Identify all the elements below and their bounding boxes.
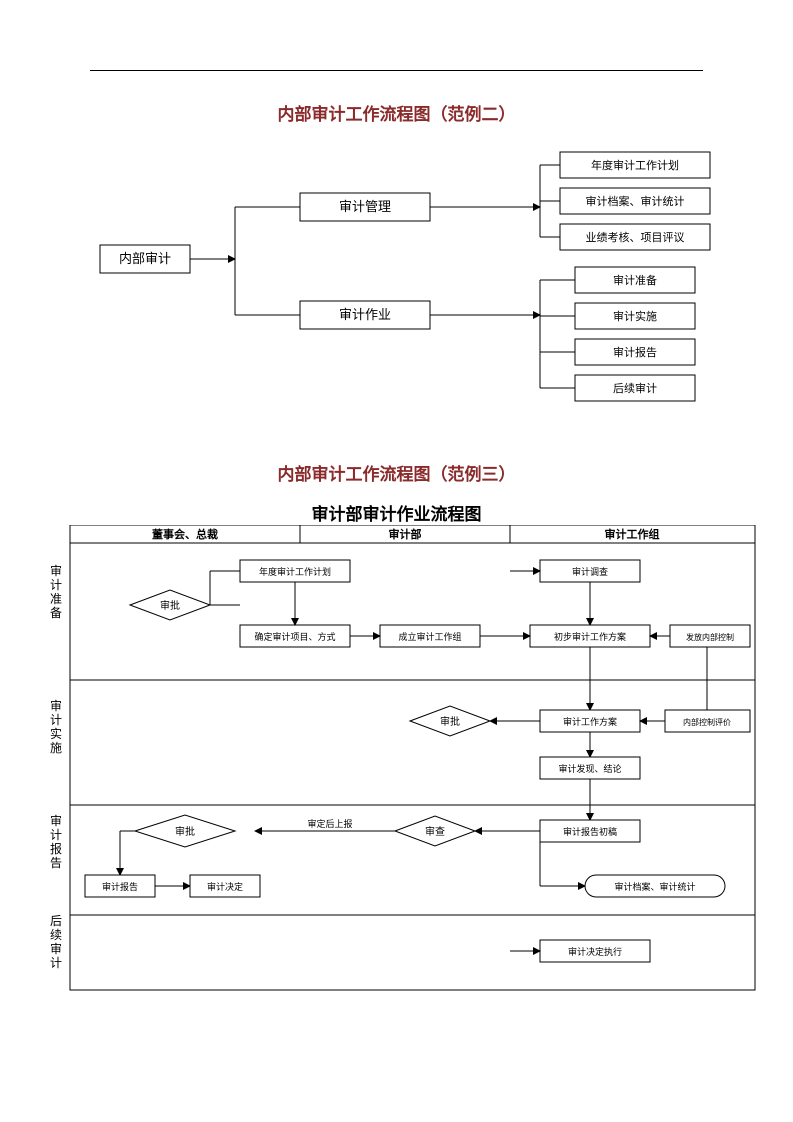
diagram-top: 内部审计 审计管理 年度审计工作计划 审计档案、审计统计 业绩考核、项目评议 审… — [0, 140, 793, 420]
svg-text:确定审计项目、方式: 确定审计项目、方式 — [254, 631, 335, 642]
node-approve3: 审批 — [135, 815, 235, 847]
svg-text:审计决定执行: 审计决定执行 — [568, 946, 622, 957]
node-iceval: 内部控制评价 — [665, 710, 750, 732]
svg-text:审批: 审批 — [175, 825, 195, 838]
top-rule — [90, 70, 703, 71]
label-upload: 审定后上报 — [307, 818, 352, 829]
svg-text:审计工作方案: 审计工作方案 — [563, 716, 617, 727]
svg-text:审批: 审批 — [440, 715, 460, 728]
svg-text:发放内部控制: 发放内部控制 — [686, 632, 734, 642]
diagram-swimlane: 董事会、总裁 审计部 审计工作组 审计准备 审计实施 审计报告 后续审计 审批 … — [40, 525, 760, 995]
svg-text:审计报告: 审计报告 — [613, 345, 657, 359]
node-review: 审查 — [395, 816, 475, 846]
node-archive: 审计档案、审计统计 — [585, 875, 725, 897]
svg-text:审计档案、审计统计: 审计档案、审计统计 — [614, 881, 695, 892]
svg-text:审计作业: 审计作业 — [339, 307, 391, 322]
node-root: 内部审计 — [100, 245, 190, 273]
node-draft: 审计报告初稿 — [540, 820, 640, 842]
svg-text:审计部: 审计部 — [389, 527, 422, 541]
svg-text:后续审计: 后续审计 — [613, 381, 657, 395]
node-branch-1: 审计作业 — [300, 301, 430, 329]
svg-text:年度审计工作计划: 年度审计工作计划 — [259, 566, 331, 577]
svg-text:审查: 审查 — [425, 825, 445, 838]
row-label-2: 审计报告 — [50, 813, 62, 870]
subtitle: 审计部审计作业流程图 — [0, 500, 793, 525]
node-yearplan: 年度审计工作计划 — [240, 560, 350, 582]
svg-text:审计工作组: 审计工作组 — [605, 527, 660, 541]
svg-text:审计决定: 审计决定 — [207, 881, 243, 892]
row-label-0: 审计准备 — [50, 563, 62, 620]
svg-text:内部审计: 内部审计 — [119, 251, 171, 266]
svg-text:初步审计工作方案: 初步审计工作方案 — [554, 631, 626, 642]
node-decision: 审计决定 — [190, 875, 260, 897]
node-team: 成立审计工作组 — [380, 625, 480, 647]
row-label-3: 后续审计 — [50, 914, 62, 970]
node-findings: 审计发现、结论 — [540, 757, 640, 779]
node-initplan: 初步审计工作方案 — [530, 625, 650, 647]
svg-text:业绩考核、项目评议: 业绩考核、项目评议 — [586, 230, 685, 244]
svg-text:董事会、总裁: 董事会、总裁 — [152, 527, 218, 541]
node-survey: 审计调查 — [540, 560, 640, 582]
svg-text:审计准备: 审计准备 — [613, 273, 657, 287]
node-approve2: 审批 — [410, 706, 490, 736]
node-icsurvey: 发放内部控制 — [670, 625, 750, 647]
svg-text:审计调查: 审计调查 — [572, 566, 608, 577]
node-confirm: 确定审计项目、方式 — [240, 625, 350, 647]
row-labels: 审计准备 审计实施 审计报告 后续审计 — [50, 563, 62, 970]
title-1: 内部审计工作流程图（范例二） — [0, 100, 793, 125]
node-followup: 审计决定执行 — [540, 940, 650, 962]
node-approve1: 审批 — [130, 590, 210, 620]
page: 内部审计工作流程图（范例二） 内部审计 审计管理 年度审计工作计划 审计档案、审… — [0, 0, 793, 1122]
svg-text:年度审计工作计划: 年度审计工作计划 — [591, 158, 679, 172]
list-branch1: 审计准备 审计实施 审计报告 后续审计 — [540, 267, 695, 401]
svg-text:审计发现、结论: 审计发现、结论 — [558, 763, 621, 774]
list-branch0: 年度审计工作计划 审计档案、审计统计 业绩考核、项目评议 — [540, 152, 710, 250]
row-label-1: 审计实施 — [50, 698, 62, 755]
svg-text:内部控制评价: 内部控制评价 — [683, 717, 731, 727]
svg-text:审计报告: 审计报告 — [102, 881, 138, 892]
node-report: 审计报告 — [85, 875, 155, 897]
svg-text:审计报告初稿: 审计报告初稿 — [563, 826, 617, 837]
svg-text:审计管理: 审计管理 — [339, 199, 391, 214]
svg-text:审批: 审批 — [160, 599, 180, 612]
node-branch-0: 审计管理 — [300, 193, 430, 221]
svg-text:审计档案、审计统计: 审计档案、审计统计 — [586, 194, 685, 208]
svg-text:审计实施: 审计实施 — [613, 309, 657, 323]
node-workplan: 审计工作方案 — [540, 710, 640, 732]
svg-text:成立审计工作组: 成立审计工作组 — [398, 631, 461, 642]
title-2: 内部审计工作流程图（范例三） — [0, 460, 793, 485]
